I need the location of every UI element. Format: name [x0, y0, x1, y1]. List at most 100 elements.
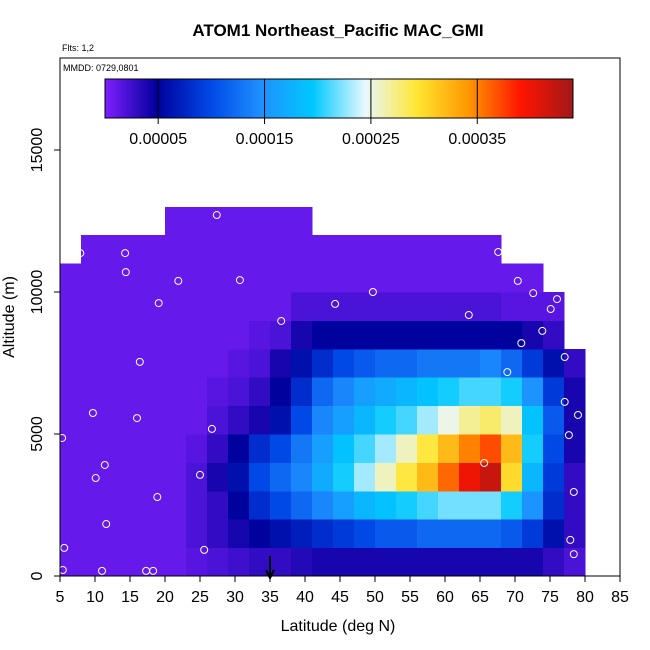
heatmap-cell — [249, 263, 271, 293]
heatmap-cell — [480, 434, 502, 463]
heatmap-cell — [291, 348, 313, 378]
heatmap-cell — [81, 462, 103, 492]
heatmap-cell — [522, 462, 544, 492]
heatmap-cell — [459, 377, 481, 407]
data-point — [121, 249, 130, 258]
heatmap-cell — [165, 490, 187, 520]
data-point — [235, 276, 244, 285]
heatmap-cell — [438, 263, 460, 293]
heatmap-cell — [438, 490, 460, 520]
heatmap-cell — [207, 320, 229, 350]
heatmap-cell — [249, 235, 271, 265]
heatmap-cell — [312, 547, 334, 577]
heatmap-cell — [564, 434, 586, 463]
heatmap-cell — [228, 320, 250, 350]
heatmap-cell — [564, 490, 586, 520]
heatmap-cell — [501, 292, 523, 321]
heatmap-cell — [522, 405, 544, 435]
data-point — [200, 545, 209, 554]
heatmap-cell — [417, 405, 439, 435]
heatmap-cell — [102, 292, 124, 321]
heatmap-cell — [417, 377, 439, 407]
data-point — [149, 566, 158, 575]
data-point — [464, 311, 473, 320]
heatmap-cell — [459, 263, 481, 293]
heatmap-cell — [228, 377, 250, 407]
heatmap-cell — [270, 490, 292, 520]
heatmap-cell — [501, 348, 523, 378]
heatmap-cell — [438, 434, 460, 463]
heatmap-cell — [459, 292, 481, 321]
x-tick-label: 25 — [191, 589, 209, 606]
heatmap-cell — [438, 320, 460, 350]
heatmap-cell — [186, 377, 208, 407]
heatmap-cell — [312, 320, 334, 350]
heatmap-cell — [207, 206, 229, 236]
heatmap-cell — [207, 405, 229, 435]
colorbar-tick-label: 0.00035 — [448, 131, 506, 148]
data-point — [569, 550, 578, 559]
data-point — [153, 493, 162, 502]
heatmap-cell — [102, 519, 124, 549]
heatmap-cell — [564, 547, 586, 577]
heatmap-cell — [333, 348, 355, 378]
data-point — [564, 431, 573, 440]
heatmap-cell — [291, 547, 313, 577]
heatmap-cell — [480, 348, 502, 378]
heatmap-cell — [354, 519, 376, 549]
x-tick-label: 50 — [366, 589, 384, 606]
heatmap-cell — [333, 377, 355, 407]
heatmap-cell — [144, 462, 166, 492]
data-point — [331, 299, 340, 308]
heatmap-cell — [375, 462, 397, 492]
heatmap-cell — [228, 547, 250, 577]
heatmap-cell — [375, 377, 397, 407]
heatmap-cell — [228, 434, 250, 463]
heatmap-cell — [438, 547, 460, 577]
heatmap-cell — [249, 519, 271, 549]
heatmap-cell — [144, 519, 166, 549]
colorbar — [104, 78, 574, 119]
x-tick-label: 45 — [331, 589, 349, 606]
heatmap-cell — [249, 490, 271, 520]
heatmap-cell — [396, 235, 418, 265]
heatmap-cell — [480, 462, 502, 492]
heatmap-cell — [480, 547, 502, 577]
heatmap-cell — [354, 292, 376, 321]
heatmap-cell — [333, 320, 355, 350]
heatmap-cell — [459, 490, 481, 520]
heatmap-cell — [312, 405, 334, 435]
heatmap-cell — [354, 434, 376, 463]
heatmap-cell — [543, 320, 565, 350]
data-point — [76, 249, 85, 258]
heatmap-cell — [522, 490, 544, 520]
heatmap-cell — [417, 235, 439, 265]
heatmap-cell — [375, 434, 397, 463]
data-point — [88, 408, 97, 417]
data-point — [100, 460, 109, 469]
heatmap-cell — [186, 434, 208, 463]
heatmap-cell — [501, 263, 523, 293]
heatmap-cell — [270, 263, 292, 293]
data-point — [368, 288, 377, 297]
heatmap-cell — [165, 519, 187, 549]
heatmap-cell — [459, 320, 481, 350]
heatmap-cell — [186, 206, 208, 236]
x-axis-label: Latitude (deg N) — [281, 618, 396, 635]
data-point — [566, 535, 575, 544]
heatmap-cell — [102, 263, 124, 293]
heatmap-cell — [60, 547, 82, 577]
heatmap-cell — [207, 462, 229, 492]
heatmap-cell — [480, 292, 502, 321]
heatmap-cell — [417, 320, 439, 350]
heatmap-cell — [375, 320, 397, 350]
data-point — [58, 433, 67, 442]
heatmap-cell — [522, 434, 544, 463]
heatmap-cell — [543, 348, 565, 378]
heatmap-cell — [312, 292, 334, 321]
y-tick-label: 15000 — [29, 128, 46, 173]
heatmap-cell — [186, 547, 208, 577]
heatmap-cell — [207, 519, 229, 549]
heatmap-cell — [543, 377, 565, 407]
heatmap-cell — [480, 405, 502, 435]
